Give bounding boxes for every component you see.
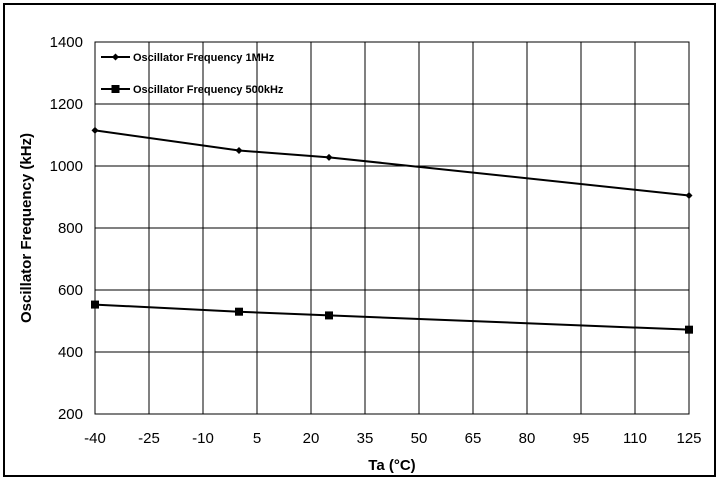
data-point bbox=[685, 325, 693, 334]
y-axis-title: Oscillator Frequency (kHz) bbox=[18, 133, 35, 323]
y-tick-label: 400 bbox=[58, 344, 83, 361]
x-tick-label: -25 bbox=[138, 430, 160, 447]
tick-labels: -40 -25 -10 5 20 35 50 65 80 95 110 125 200 400 600 800… bbox=[50, 34, 702, 447]
x-tick-label: 5 bbox=[253, 430, 261, 447]
legend: Oscillator Frequency 1MHz Oscillator Freq… bbox=[101, 52, 284, 96]
data-point bbox=[685, 191, 693, 199]
series-square bbox=[91, 300, 693, 334]
series-diamond bbox=[91, 126, 693, 199]
y-tick-label: 1400 bbox=[50, 34, 83, 51]
data-point bbox=[325, 311, 333, 320]
data-point bbox=[91, 126, 99, 134]
y-tick-label: 200 bbox=[58, 406, 83, 423]
x-tick-label: -40 bbox=[84, 430, 106, 447]
y-tick-label: 1200 bbox=[50, 96, 83, 113]
x-tick-label: 35 bbox=[357, 430, 374, 447]
y-tick-label: 600 bbox=[58, 282, 83, 299]
series-line bbox=[94, 303, 690, 331]
series-layer bbox=[91, 126, 693, 334]
y-tick-label: 800 bbox=[58, 220, 83, 237]
x-tick-label: 20 bbox=[303, 430, 320, 447]
x-tick-label: 95 bbox=[573, 430, 590, 447]
data-point bbox=[112, 53, 119, 61]
x-tick-label: 65 bbox=[465, 430, 482, 447]
data-point bbox=[111, 85, 120, 93]
legend-entry: Oscillator Frequency 500kHz bbox=[101, 84, 284, 96]
data-point bbox=[235, 307, 243, 316]
grid bbox=[95, 42, 689, 414]
x-tick-label: 80 bbox=[519, 430, 536, 447]
data-point bbox=[235, 147, 243, 154]
y-tick-label: 1000 bbox=[50, 158, 83, 175]
x-tick-label: 50 bbox=[411, 430, 428, 447]
legend-label: Oscillator Frequency 500kHz bbox=[133, 84, 284, 96]
data-point bbox=[91, 300, 99, 309]
legend-entry: Oscillator Frequency 1MHz bbox=[101, 52, 275, 64]
x-axis-title: Ta (°C) bbox=[368, 457, 415, 474]
data-point bbox=[325, 153, 333, 161]
series-line bbox=[94, 129, 690, 197]
legend-label: Oscillator Frequency 1MHz bbox=[133, 52, 275, 64]
x-tick-label: -10 bbox=[192, 430, 214, 447]
x-tick-label: 125 bbox=[676, 430, 701, 447]
x-tick-label: 110 bbox=[623, 430, 647, 447]
